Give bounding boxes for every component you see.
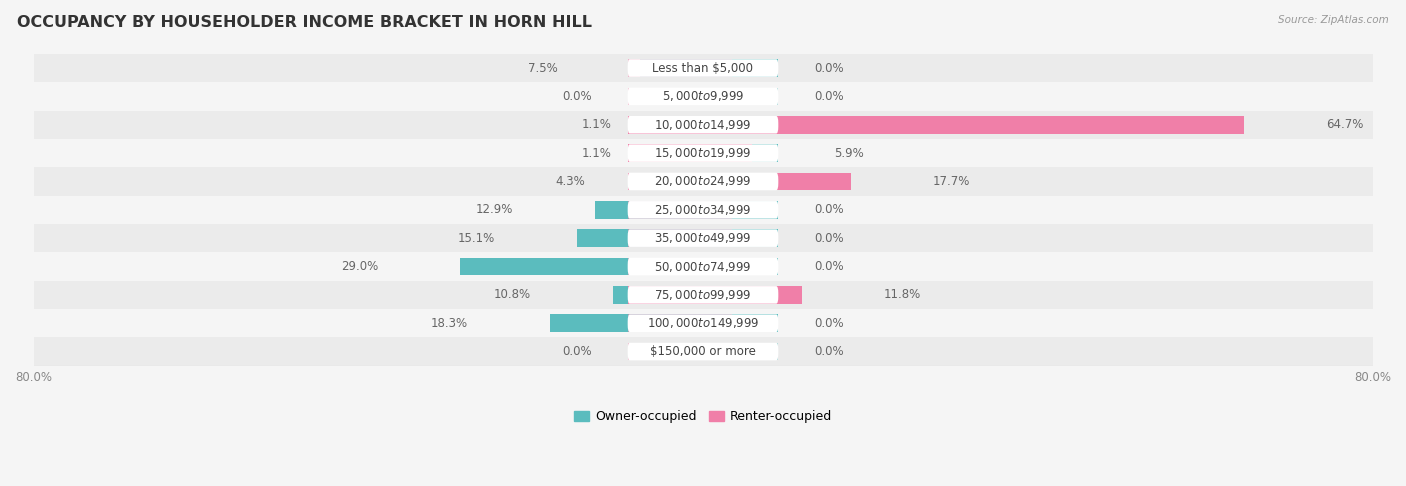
- Bar: [613, 286, 779, 304]
- Bar: [666, 173, 779, 190]
- Text: 0.0%: 0.0%: [814, 62, 844, 74]
- Text: 29.0%: 29.0%: [342, 260, 378, 273]
- Text: 15.1%: 15.1%: [457, 232, 495, 244]
- Bar: [34, 167, 1372, 196]
- Bar: [627, 87, 733, 105]
- Text: $5,000 to $9,999: $5,000 to $9,999: [662, 89, 744, 104]
- FancyBboxPatch shape: [627, 314, 779, 332]
- Bar: [34, 82, 1372, 111]
- Bar: [627, 286, 801, 304]
- Text: 0.0%: 0.0%: [814, 203, 844, 216]
- Bar: [595, 201, 779, 219]
- Text: 18.3%: 18.3%: [430, 317, 468, 330]
- Text: 4.3%: 4.3%: [555, 175, 585, 188]
- Bar: [693, 116, 779, 134]
- FancyBboxPatch shape: [627, 173, 779, 190]
- Bar: [627, 59, 733, 77]
- Bar: [34, 196, 1372, 224]
- Text: 11.8%: 11.8%: [884, 288, 921, 301]
- Bar: [693, 144, 779, 162]
- Text: 1.1%: 1.1%: [582, 147, 612, 159]
- Text: Less than $5,000: Less than $5,000: [652, 62, 754, 74]
- Text: $20,000 to $24,999: $20,000 to $24,999: [654, 174, 752, 189]
- Text: 0.0%: 0.0%: [814, 90, 844, 103]
- Bar: [34, 54, 1372, 82]
- Text: 1.1%: 1.1%: [582, 118, 612, 131]
- Bar: [627, 144, 752, 162]
- Bar: [34, 337, 1372, 366]
- Bar: [34, 139, 1372, 167]
- Text: 12.9%: 12.9%: [475, 203, 513, 216]
- Bar: [576, 229, 779, 247]
- Text: $35,000 to $49,999: $35,000 to $49,999: [654, 231, 752, 245]
- Bar: [34, 111, 1372, 139]
- Bar: [640, 59, 779, 77]
- Text: Source: ZipAtlas.com: Source: ZipAtlas.com: [1278, 15, 1389, 25]
- Text: 5.9%: 5.9%: [834, 147, 865, 159]
- Legend: Owner-occupied, Renter-occupied: Owner-occupied, Renter-occupied: [568, 405, 838, 428]
- Bar: [627, 116, 1244, 134]
- Text: 0.0%: 0.0%: [814, 260, 844, 273]
- Text: $150,000 or more: $150,000 or more: [650, 345, 756, 358]
- FancyBboxPatch shape: [627, 258, 779, 275]
- Text: 64.7%: 64.7%: [1326, 118, 1364, 131]
- Text: 0.0%: 0.0%: [814, 317, 844, 330]
- Bar: [627, 314, 733, 332]
- Text: 10.8%: 10.8%: [494, 288, 530, 301]
- Text: 0.0%: 0.0%: [814, 345, 844, 358]
- Text: $75,000 to $99,999: $75,000 to $99,999: [654, 288, 752, 302]
- Bar: [627, 173, 851, 190]
- FancyBboxPatch shape: [627, 116, 779, 134]
- Bar: [34, 309, 1372, 337]
- FancyBboxPatch shape: [627, 343, 779, 361]
- Bar: [673, 343, 779, 361]
- Bar: [673, 87, 779, 105]
- Text: 17.7%: 17.7%: [934, 175, 970, 188]
- FancyBboxPatch shape: [627, 201, 779, 219]
- Text: 0.0%: 0.0%: [562, 90, 592, 103]
- Bar: [627, 201, 733, 219]
- FancyBboxPatch shape: [627, 144, 779, 162]
- Text: $15,000 to $19,999: $15,000 to $19,999: [654, 146, 752, 160]
- Text: $100,000 to $149,999: $100,000 to $149,999: [647, 316, 759, 330]
- Bar: [34, 252, 1372, 281]
- Bar: [460, 258, 779, 275]
- FancyBboxPatch shape: [627, 87, 779, 105]
- Text: 0.0%: 0.0%: [814, 232, 844, 244]
- Text: 0.0%: 0.0%: [562, 345, 592, 358]
- Text: $50,000 to $74,999: $50,000 to $74,999: [654, 260, 752, 274]
- Bar: [627, 258, 733, 275]
- Bar: [550, 314, 779, 332]
- Bar: [34, 281, 1372, 309]
- Bar: [627, 343, 733, 361]
- Text: $25,000 to $34,999: $25,000 to $34,999: [654, 203, 752, 217]
- FancyBboxPatch shape: [627, 229, 779, 247]
- FancyBboxPatch shape: [627, 286, 779, 304]
- Text: $10,000 to $14,999: $10,000 to $14,999: [654, 118, 752, 132]
- Bar: [34, 224, 1372, 252]
- FancyBboxPatch shape: [627, 59, 779, 77]
- Text: OCCUPANCY BY HOUSEHOLDER INCOME BRACKET IN HORN HILL: OCCUPANCY BY HOUSEHOLDER INCOME BRACKET …: [17, 15, 592, 30]
- Text: 7.5%: 7.5%: [529, 62, 558, 74]
- Bar: [627, 229, 733, 247]
